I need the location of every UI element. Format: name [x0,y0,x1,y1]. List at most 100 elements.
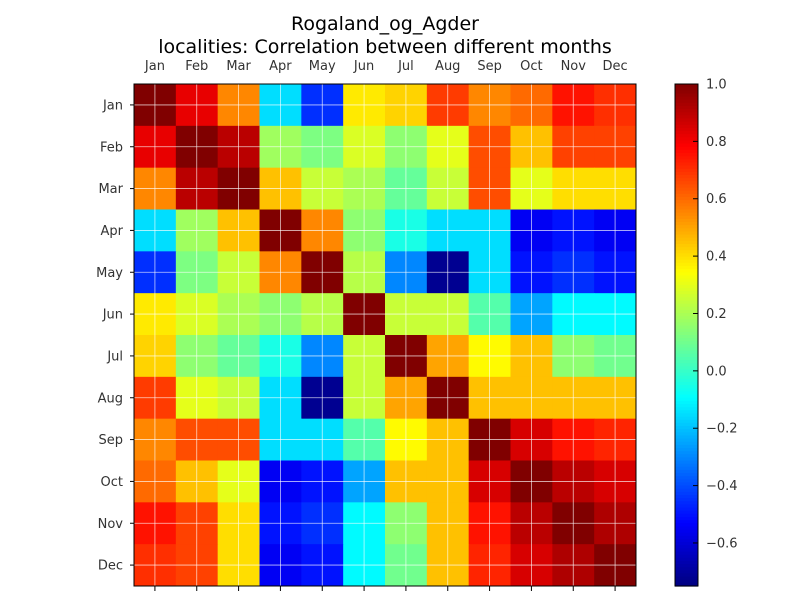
colorbar-segment [675,460,698,465]
colorbar-segment [675,579,698,584]
colorbar-segment [675,137,698,142]
colorbar-segment [675,507,698,512]
colorbar-segment [675,250,698,255]
colorbar-segment [675,498,698,502]
colorbar-segment [675,184,698,189]
colorbar: 1.0 0.8 0.6 0.4 0.2 0.0 −0.2 −0.4 −0.6 [674,78,738,587]
y-tick-label: Dec [98,559,123,574]
colorbar-segment [675,234,698,239]
colorbar-segment [675,375,698,380]
colorbar-segment [675,388,698,393]
colorbar-segment [675,438,698,443]
colorbar-segment [675,303,698,308]
colorbar-segment [675,156,698,160]
colorbar-segment [675,463,698,468]
colorbar-segment [675,554,698,559]
colorbar-segment [675,256,698,261]
colorbar-segment [675,109,698,113]
colorbar-segment [675,218,698,223]
colorbar-segment [675,118,698,123]
y-tick-label: Nov [98,517,124,532]
heatmap-grid [134,84,636,586]
colorbar-segment [675,391,698,396]
colorbar-segment [675,400,698,405]
colorbar-segment [675,93,698,98]
colorbar-segment [675,441,698,446]
colorbar-segment [675,495,698,499]
colorbar-segment [675,350,698,355]
colorbar-segment [675,193,698,198]
colorbar-segment [675,112,698,116]
colorbar-segment [675,551,698,556]
colorbar-segment [675,90,698,95]
y-tick-label: Apr [101,224,124,239]
colorbar-segment [675,328,698,333]
colorbar-tick-label: 1.0 [706,78,727,93]
colorbar-segment [675,168,698,173]
chart-title-line-1: Rogaland_og_Agder [291,13,479,35]
x-tick-label: Jun [353,59,374,74]
colorbar-segment [675,394,698,399]
x-tick-label: Feb [185,59,208,74]
colorbar-segment [675,294,698,298]
colorbar-segment [675,262,698,267]
chart-title-line-2: localities: Correlation between differen… [158,36,612,58]
colorbar-segment [675,134,698,138]
colorbar-segment [675,416,698,421]
colorbar-segment [675,203,698,207]
colorbar-segment [675,344,698,349]
colorbar-segment [675,291,698,295]
colorbar-segment [675,473,698,477]
x-tick-label: Jan [144,59,165,74]
colorbar-segment [675,174,698,179]
y-tick-label: Jan [102,98,123,113]
colorbar-tick-label: 0.6 [706,192,727,207]
colorbar-tick-label: 0.0 [706,364,727,379]
colorbar-segment [675,529,698,534]
colorbar-segment [675,222,698,226]
colorbar-segment [675,567,698,571]
colorbar-tick-label: −0.2 [706,422,738,437]
y-tick-label: Jul [106,349,123,364]
y-tick-label: Sep [98,433,123,448]
colorbar-segment [675,253,698,258]
colorbar-segment [675,413,698,418]
colorbar-segment [675,131,698,135]
colorbar-segment [675,372,698,377]
x-tick-labels: Jan Feb Mar Apr May Jun Jul Aug Sep Oct Nov Dec [144,59,628,74]
colorbar-segment [675,353,698,358]
y-tick-label: Jun [102,308,123,323]
y-tick-label: Oct [101,475,123,490]
y-tick-label: May [96,266,123,281]
heatmap-cells [134,84,637,587]
colorbar-tick-label: 0.8 [706,135,727,150]
x-tick-label: Mar [226,59,251,74]
colorbar-segment [675,259,698,264]
colorbar-segment [675,335,698,339]
colorbar-frame [674,83,699,587]
colorbar-segment [675,378,698,383]
colorbar-segment [675,272,698,276]
colorbar-segment [675,190,698,195]
colorbar-segment [675,360,698,364]
colorbar-segment [675,247,698,251]
y-tick-label: Mar [98,182,123,197]
colorbar-segment [675,510,698,515]
colorbar-segment [675,488,698,493]
colorbar-segment [675,576,698,581]
colorbar-segment [675,84,698,88]
colorbar-segment [675,516,698,521]
colorbar-tick-label: 0.2 [706,307,727,322]
colorbar-segment [675,419,698,424]
colorbar-segment [675,366,698,371]
colorbar-segment [675,491,698,496]
colorbar-segment [675,284,698,289]
colorbar-segment [675,278,698,283]
colorbar-segment [675,215,698,220]
colorbar-segment [675,149,698,154]
colorbar-segment [675,407,698,411]
colorbar-segment [675,520,698,524]
colorbar-segment [675,454,698,458]
y-tick-label: Feb [100,140,123,155]
